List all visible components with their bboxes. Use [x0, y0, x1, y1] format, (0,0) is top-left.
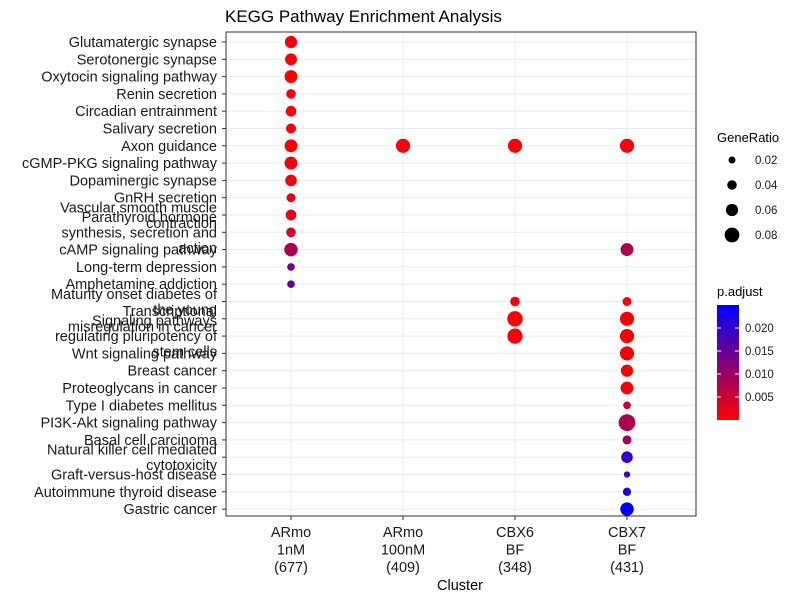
dot-point — [286, 89, 296, 99]
y-tick-label: Glutamatergic synapse — [69, 35, 217, 51]
y-tick-label: Gastric cancer — [124, 502, 218, 518]
dot-point — [622, 435, 632, 445]
dot-point — [510, 296, 520, 307]
dot-point — [622, 297, 632, 306]
dot-point — [284, 242, 298, 257]
color-legend-label: 0.010 — [745, 369, 774, 381]
dot-point — [619, 311, 635, 326]
dot-point — [620, 364, 634, 377]
dot-point — [285, 174, 297, 187]
color-legend-label: 0.015 — [745, 346, 774, 358]
y-tick-label: PI3K-Akt signaling pathway — [40, 416, 217, 432]
dot-point — [284, 35, 298, 49]
size-legend-dot — [724, 227, 740, 243]
dot-point — [619, 329, 635, 344]
y-tick-label: GnRH secretion — [114, 191, 217, 207]
dot-point — [507, 138, 523, 153]
y-tick-label: Salivary secretion — [103, 122, 217, 138]
y-tick-label: Breast cancer — [128, 364, 218, 380]
y-tick-label: cGMP-PKG signaling pathway — [22, 156, 218, 172]
y-tick-label: Type I diabetes mellitus — [65, 398, 217, 414]
y-tick-label: Maturity onset diabetes of the young — [51, 287, 218, 319]
y-tick-label: cAMP signaling pathway — [59, 243, 217, 259]
y-tick-label: Transcriptional misregulation in cancer — [68, 304, 217, 336]
data-points — [284, 35, 636, 516]
plot-panel-border — [225, 31, 697, 517]
y-tick-label: Long-term depression — [76, 260, 217, 276]
dot-point — [284, 70, 298, 84]
y-tick-label: Axon guidance — [121, 139, 217, 155]
chart-title: KEGG Pathway Enrichment Analysis — [225, 7, 502, 26]
y-tick-label: Dopaminergic synapse — [70, 173, 218, 189]
dot-point — [284, 139, 298, 153]
x-tick-label: ARmo 1nM (677) — [271, 525, 311, 576]
dot-point — [621, 451, 633, 463]
y-tick-label: Graft-versus-host disease — [51, 468, 217, 484]
dot-point — [286, 193, 296, 203]
dot-point — [618, 414, 636, 431]
dot-point — [620, 243, 634, 257]
y-tick-label: Amphetamine addiction — [65, 277, 217, 293]
dot-point — [623, 401, 631, 410]
dot-point — [285, 105, 297, 117]
size-legend-label: 0.08 — [755, 230, 777, 242]
dot-point — [286, 123, 296, 134]
size-legend-dot — [727, 180, 737, 190]
x-axis-title: Cluster — [437, 578, 483, 594]
dot-point — [623, 471, 631, 478]
size-legend-dot — [725, 203, 739, 217]
color-legend-title: p.adjust — [717, 284, 763, 299]
color-legend-label: 0.005 — [745, 392, 774, 404]
size-legend-label: 0.04 — [755, 180, 778, 192]
size-legend-dot — [728, 156, 736, 164]
y-tick-label: Oxytocin signaling pathway — [41, 70, 217, 86]
color-legend-bar — [717, 305, 739, 420]
size-legend-label: 0.06 — [755, 205, 777, 217]
size-legend: GeneRatio 0.02 0.04 0.06 0.08 — [717, 130, 779, 243]
dot-point — [507, 311, 523, 327]
dot-point — [619, 346, 635, 361]
grid-lines — [226, 32, 696, 516]
size-legend-title: GeneRatio — [717, 130, 779, 145]
dot-point — [507, 328, 523, 344]
y-tick-label: Wnt signaling pathway — [72, 346, 218, 362]
dot-point — [287, 263, 295, 271]
x-tick-label: CBX7 BF (431) — [608, 525, 646, 576]
y-tick-label: Basal cell carcinoma — [84, 433, 218, 449]
dot-point — [284, 156, 298, 170]
dot-point — [622, 487, 632, 496]
dot-point — [620, 502, 634, 516]
y-tick-label: Proteoglycans in cancer — [62, 381, 217, 397]
y-tick-label: Circadian entrainment — [75, 104, 217, 120]
y-tick-label: Autoimmune thyroid disease — [34, 485, 217, 501]
dot-point — [287, 280, 295, 289]
color-legend-label: 0.020 — [745, 323, 774, 335]
size-legend-label: 0.02 — [755, 155, 777, 167]
dot-point — [286, 227, 296, 238]
x-tick-label: CBX6 BF (348) — [496, 525, 534, 576]
x-tick-label: ARmo 100nM (409) — [381, 525, 425, 576]
dot-point — [285, 209, 297, 221]
y-tick-label: Serotonergic synapse — [77, 52, 217, 68]
dot-point — [620, 381, 634, 395]
y-tick-label: Signaling pathways regulating pluripotenc… — [55, 314, 218, 361]
y-tick-label: Natural killer cell mediated cytotoxicity — [47, 443, 218, 475]
y-tick-label: Parathyroid hormone synthesis, secretion … — [61, 210, 217, 257]
color-legend: p.adjust 0.005 0.010 0.015 0.020 — [717, 284, 774, 420]
dot-point — [285, 53, 297, 66]
y-tick-label: Renin secretion — [116, 87, 217, 103]
x-axis-ticks: ARmo 1nM (677) ARmo 100nM (409) CBX6 BF (348) CBX… — [271, 516, 646, 576]
dot-point — [395, 138, 411, 153]
y-tick-label: Vascular smooth muscle contraction — [60, 200, 217, 232]
dot-point — [619, 138, 635, 153]
